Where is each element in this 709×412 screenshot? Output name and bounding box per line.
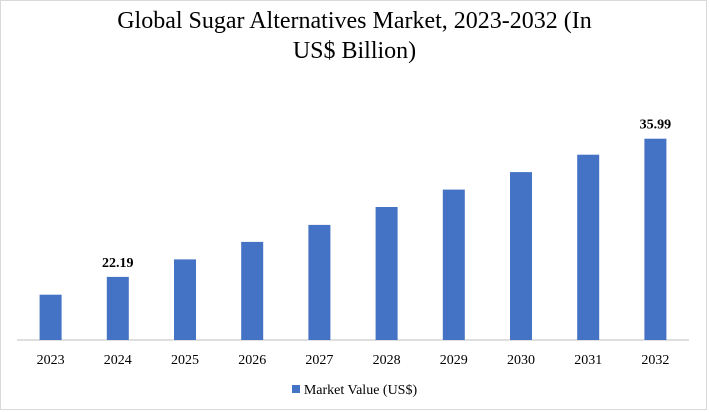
bar-2032 <box>644 138 667 340</box>
x-tick-label-2024: 2024 <box>104 353 132 368</box>
x-tick-label-2030: 2030 <box>507 353 535 368</box>
legend: Market Value (US$) <box>0 383 709 399</box>
x-tick-label-2031: 2031 <box>574 353 602 368</box>
legend-label: Market Value (US$) <box>303 383 418 398</box>
bar-2028 <box>375 207 398 340</box>
x-tick-label-2025: 2025 <box>171 353 199 368</box>
bar-2023 <box>39 294 62 340</box>
x-tick-label-2032: 2032 <box>641 353 669 368</box>
bar-2025 <box>174 259 196 340</box>
bar-2024 <box>106 276 129 340</box>
chart-title-line-1: Global Sugar Alternatives Market, 2023-2… <box>117 8 592 34</box>
bar-2026 <box>241 241 264 340</box>
x-tick-label-2023: 2023 <box>37 353 65 368</box>
bar-2029 <box>442 189 465 340</box>
x-tick-label-2026: 2026 <box>238 353 266 368</box>
x-tick-label-2028: 2028 <box>373 353 401 368</box>
legend-swatch <box>291 385 300 393</box>
data-label-2032: 35.99 <box>640 118 672 133</box>
x-tick-label-2029: 2029 <box>440 353 468 368</box>
bar-2030 <box>510 172 532 340</box>
data-label-2024: 22.19 <box>102 256 134 271</box>
bar-2031 <box>577 154 600 340</box>
chart-title: Global Sugar Alternatives Market, 2023-2… <box>0 6 709 66</box>
chart-title-line-2: US$ Billion) <box>292 38 417 64</box>
bar-2027 <box>308 224 331 340</box>
x-tick-label-2027: 2027 <box>305 353 333 368</box>
